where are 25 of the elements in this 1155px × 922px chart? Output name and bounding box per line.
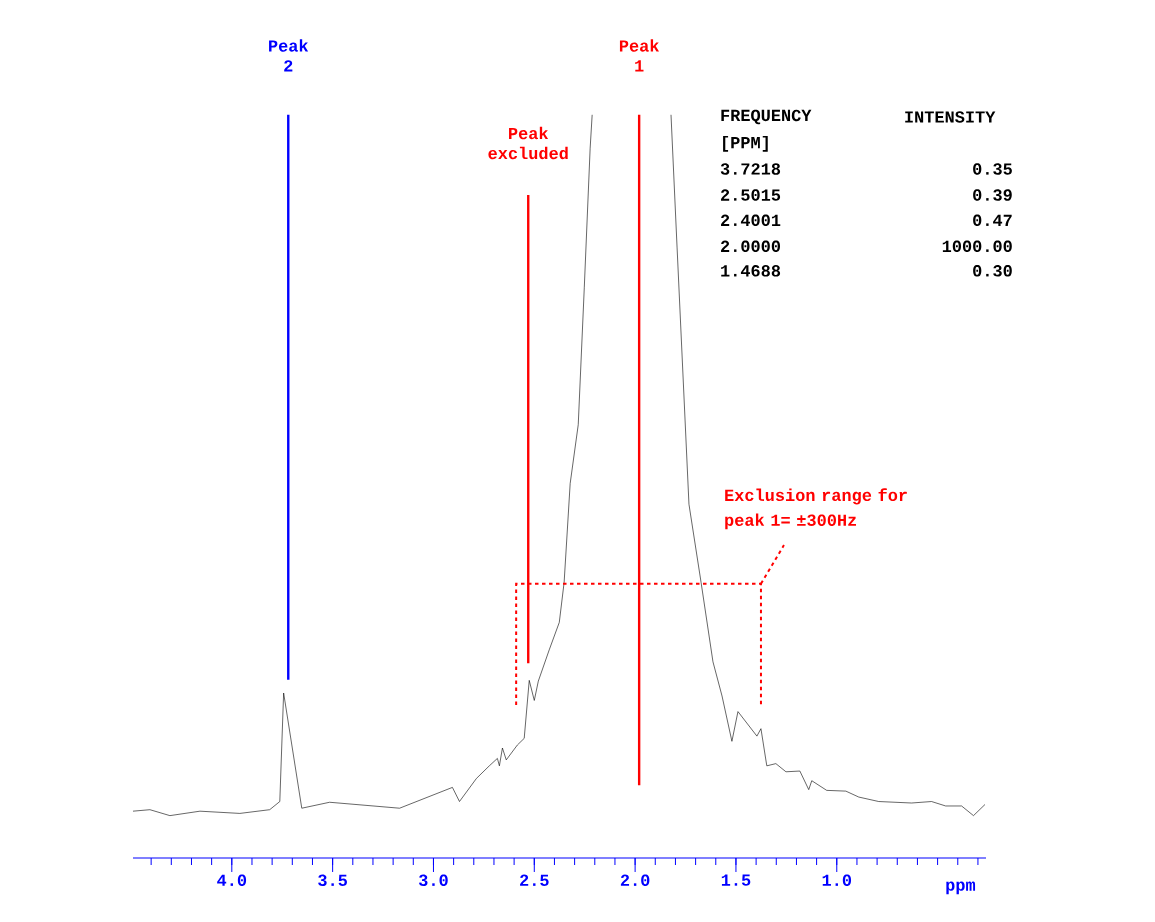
annotation: 2.4001: [721, 214, 781, 227]
annotation: INTENSITY: [905, 111, 996, 123]
x-axis-title: ppm: [946, 881, 976, 895]
annotation: FREQUENCY: [721, 109, 812, 125]
x-tick-label: 2.0: [620, 874, 650, 887]
x-tick-label: 3.5: [318, 874, 347, 887]
annotation: 0.47: [973, 214, 1012, 227]
annotation: [PPM]: [723, 135, 768, 152]
x-tick-label: 3.0: [418, 874, 448, 887]
x-tick-label: 1.5: [721, 874, 751, 886]
annotation: 1000.00: [942, 240, 1012, 253]
annotation: 2.5015: [721, 189, 781, 201]
x-tick-label: 1.0: [822, 874, 852, 887]
x-tick-label: 2.5: [520, 874, 549, 887]
ref-line-label: Peak 1: [619, 39, 659, 72]
ref-line-label: Peak 2: [269, 39, 309, 72]
annotation: 0.39: [973, 189, 1012, 201]
annotation: Exclusion range for peak 1= ±300Hz: [725, 488, 907, 530]
annotation: 1.4688: [721, 265, 781, 277]
ref-line-label: Peak excluded: [488, 126, 568, 160]
x-tick-label: 4.0: [217, 874, 247, 887]
annotation: 3.7218: [720, 163, 781, 175]
annotation: 0.30: [973, 265, 1012, 277]
annotation: 0.35: [973, 163, 1012, 175]
annotation: 2.0000: [721, 240, 781, 253]
